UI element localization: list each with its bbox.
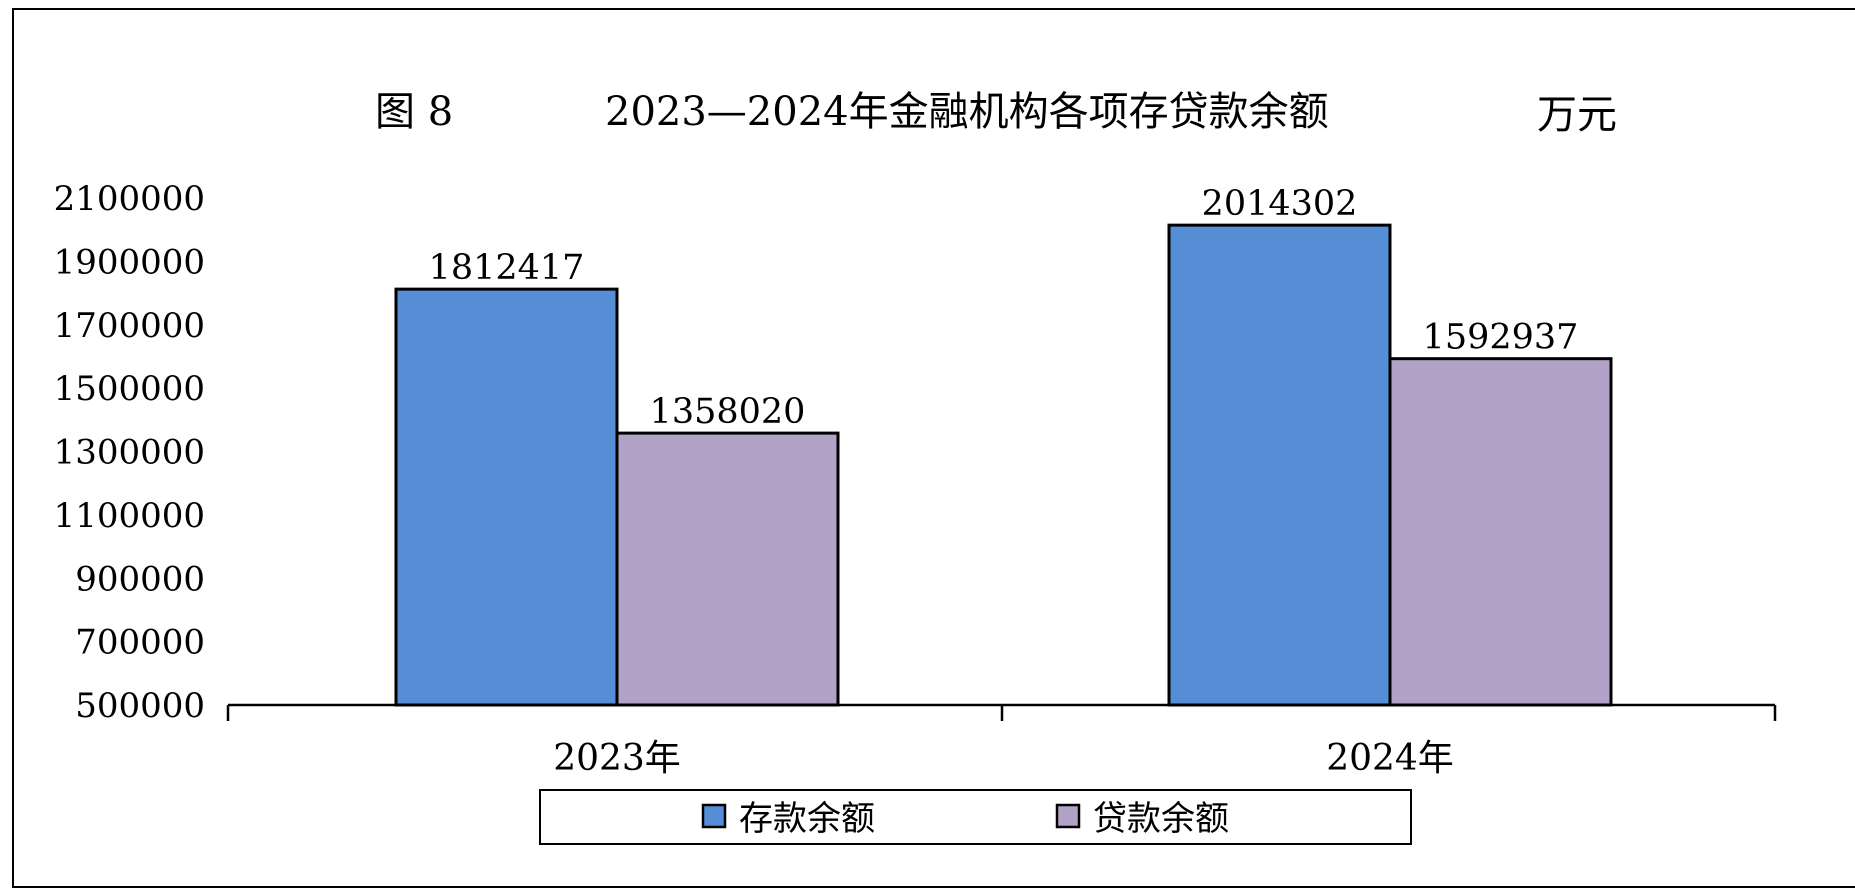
legend-box <box>539 789 1412 845</box>
y-tick-label: 900000 <box>75 559 205 599</box>
y-tick-label: 500000 <box>75 686 205 726</box>
x-tick-label: 2023年 <box>553 738 681 779</box>
y-tick-label: 1700000 <box>54 306 205 346</box>
chart-title: 2023—2024年金融机构各项存贷款余额 <box>605 89 1329 135</box>
bar <box>394 287 619 707</box>
legend-swatch <box>701 803 727 829</box>
y-tick-label: 1500000 <box>54 369 205 409</box>
unit-label: 万元 <box>1537 92 1617 138</box>
y-tick-label: 1300000 <box>54 433 205 473</box>
legend-swatch <box>1055 803 1081 829</box>
data-label: 1358020 <box>650 392 806 432</box>
figure-label: 图 8 <box>375 89 453 135</box>
bar <box>1388 357 1613 707</box>
y-axis: 2100000 1900000 1700000 1500000 1300000 11000… <box>54 179 205 726</box>
data-label: 1812417 <box>429 248 585 288</box>
y-tick-label: 1100000 <box>54 496 205 536</box>
bar <box>1167 223 1392 707</box>
legend-label: 存款余额 <box>739 799 875 839</box>
y-tick-label: 2100000 <box>54 179 205 219</box>
y-tick-label: 1900000 <box>54 242 205 282</box>
x-axis: 2023年 2024年 <box>226 703 1777 779</box>
bars <box>394 223 1613 707</box>
y-tick-label: 700000 <box>75 623 205 663</box>
legend-label: 贷款余额 <box>1093 799 1229 839</box>
legend: 存款余额 贷款余额 <box>539 789 1412 845</box>
data-label: 2014302 <box>1202 184 1358 224</box>
x-tick-label: 2024年 <box>1326 738 1454 779</box>
bar <box>615 431 840 707</box>
data-labels: 1812417 1358020 2014302 1592937 <box>429 184 1579 432</box>
data-label: 1592937 <box>1423 318 1579 358</box>
